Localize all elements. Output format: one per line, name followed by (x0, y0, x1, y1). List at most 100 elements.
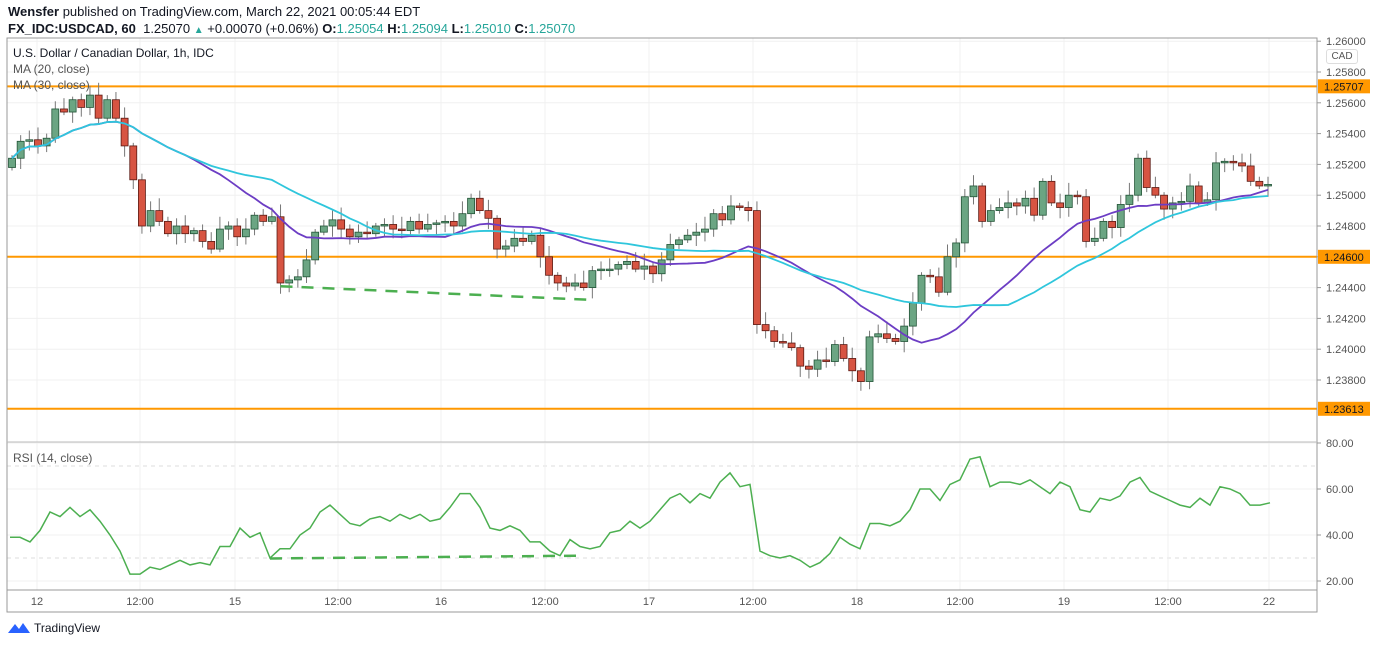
symbol-ohlc-bar: FX_IDC:USDCAD, 60 1.25070 ▲ +0.00070 (+0… (8, 21, 575, 36)
price-tick-label: 1.25600 (1326, 98, 1366, 110)
time-tick-label: 19 (1058, 596, 1070, 608)
candle-up (701, 228, 709, 233)
candle-up (1021, 197, 1030, 207)
rsi-legend[interactable]: RSI (14, close) (13, 451, 93, 465)
candle-up (727, 205, 735, 221)
candle-down (207, 240, 216, 250)
high-value: 1.25094 (400, 21, 448, 36)
candle-down (120, 117, 129, 147)
candle-up (501, 245, 510, 250)
candle-down (519, 237, 527, 242)
price-tick-label: 1.26000 (1326, 36, 1366, 48)
candle-up (1116, 204, 1125, 228)
close-label: C: (514, 21, 529, 36)
time-tick-label: 12:00 (1154, 596, 1182, 608)
close-value: 1.25070 (528, 21, 576, 36)
candle-up (1264, 184, 1272, 187)
candle-down (631, 261, 640, 270)
candle-down (882, 333, 891, 339)
candle-up (908, 302, 917, 327)
ma30-legend[interactable]: MA (30, close) (13, 78, 90, 92)
candle-up (692, 231, 701, 236)
candle-up (319, 225, 328, 233)
candle-up (302, 259, 311, 278)
candle-up (605, 268, 614, 272)
candle-up (467, 197, 475, 215)
candle-up (441, 220, 450, 224)
candle-up (86, 94, 94, 108)
candle-down (1047, 180, 1056, 204)
time-tick-label: 12:00 (126, 596, 154, 608)
candle-down (753, 210, 761, 325)
rsi-tick-label: 80.00 (1326, 438, 1354, 450)
candle-down (94, 94, 103, 119)
candle-down (449, 220, 458, 227)
symbol-label: FX_IDC:USDCAD, 60 (8, 21, 136, 36)
rsi-trendline (269, 554, 581, 560)
candle-down (60, 108, 68, 113)
price-tick-label: 1.25800 (1326, 67, 1366, 79)
candle-down (397, 228, 406, 232)
publish-text: published on TradingView.com, March 22, … (62, 4, 421, 19)
candle-down (389, 224, 398, 230)
rsi-tick-label: 60.00 (1326, 484, 1354, 496)
candle-up (675, 239, 683, 245)
candle-up (1099, 220, 1108, 239)
candle-up (1177, 200, 1186, 204)
low-label: L: (451, 21, 464, 36)
price-tick-label: 1.24000 (1326, 344, 1366, 356)
candle-up (969, 185, 978, 198)
candle-up (250, 214, 259, 230)
candle-down (1030, 197, 1039, 216)
candle-up (527, 234, 536, 242)
tradingview-footer[interactable]: TradingView (8, 621, 100, 635)
time-tick-label: 18 (851, 596, 863, 608)
candle-down (475, 197, 484, 211)
candle-up (1220, 160, 1229, 164)
ma20-legend[interactable]: MA (20, close) (13, 62, 90, 76)
time-tick-label: 22 (1263, 596, 1275, 608)
plot-frame (6, 37, 1318, 613)
candle-up (1090, 237, 1099, 242)
price-tick-label: 1.23800 (1326, 375, 1366, 387)
candle-up (640, 265, 649, 270)
candle-down (1142, 157, 1151, 188)
time-tick-label: 12 (31, 596, 43, 608)
rsi-tick-label: 20.00 (1326, 576, 1354, 588)
candle-down (891, 338, 900, 342)
candle-up (1134, 157, 1142, 196)
candle-up (917, 274, 926, 304)
candle-down (718, 213, 727, 221)
high-label: H: (387, 21, 401, 36)
candle-up (1212, 162, 1220, 201)
candle-up (709, 213, 718, 230)
candle-down (536, 234, 545, 258)
level-price-badge (1318, 79, 1370, 94)
candle-down (796, 347, 805, 367)
price-tick-label: 1.24400 (1326, 283, 1366, 295)
tradingview-logo-icon (8, 623, 30, 633)
rsi-tick-label: 40.00 (1326, 530, 1354, 542)
candle-up (293, 276, 302, 281)
author-name[interactable]: Wensfer (8, 4, 60, 19)
candle-down (112, 99, 120, 119)
open-label: O: (322, 21, 337, 36)
candle-down (1082, 196, 1090, 242)
candle-down (181, 225, 190, 235)
level-price-badge (1318, 401, 1370, 416)
candle-down (363, 231, 372, 235)
candle-down (233, 225, 242, 238)
candle-down (805, 365, 813, 370)
candle-up (588, 270, 597, 289)
candle-up (571, 282, 579, 287)
candle-down (839, 344, 848, 359)
candle-down (1194, 185, 1203, 204)
candle-down (1108, 220, 1116, 228)
time-tick-label: 16 (435, 596, 447, 608)
publish-info: Wensfer published on TradingView.com, Ma… (8, 4, 420, 19)
currency-badge[interactable]: CAD (1326, 49, 1358, 64)
candle-up (960, 196, 969, 244)
up-arrow-icon: ▲ (193, 25, 204, 36)
price-tick-label: 1.24800 (1326, 221, 1366, 233)
